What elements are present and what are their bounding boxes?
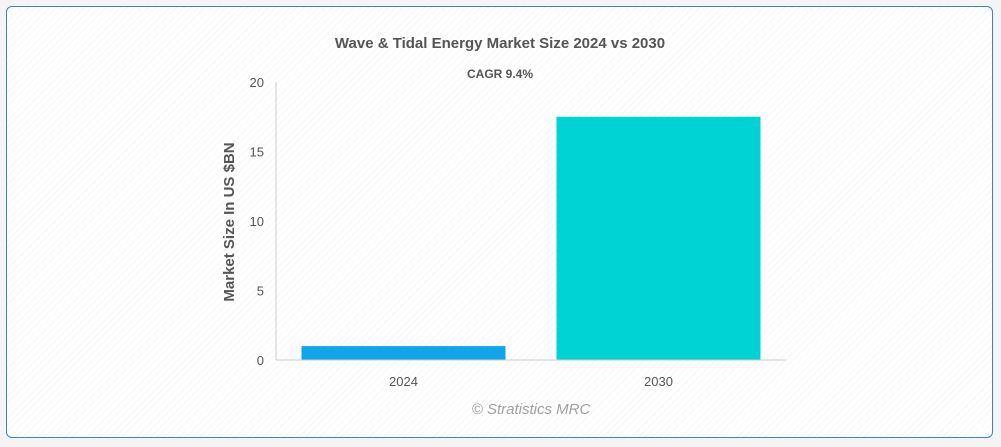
- y-axis-ticks: 0 5 10 15 20: [250, 75, 264, 368]
- chart-title: Wave & Tidal Energy Market Size 2024 vs …: [335, 35, 665, 52]
- bars-group: [301, 116, 761, 360]
- x-tick-label: 2030: [644, 374, 673, 389]
- chart-subtitle: CAGR 9.4%: [467, 67, 533, 81]
- chart-credit: © Stratistics MRC: [472, 401, 591, 418]
- x-axis-ticks: 2024 2030: [389, 374, 673, 389]
- bar-2024[interactable]: [301, 346, 506, 360]
- chart-frame: [6, 6, 993, 438]
- y-tick-label: 5: [257, 284, 264, 299]
- y-tick-label: 10: [250, 214, 264, 229]
- y-tick-label: 15: [250, 145, 264, 160]
- y-tick-label: 20: [250, 75, 264, 90]
- y-axis-label: Market Size In US $BN: [221, 142, 238, 301]
- bar-2030[interactable]: [556, 116, 761, 360]
- x-tick-label: 2024: [389, 374, 418, 389]
- y-tick-label: 0: [257, 353, 264, 368]
